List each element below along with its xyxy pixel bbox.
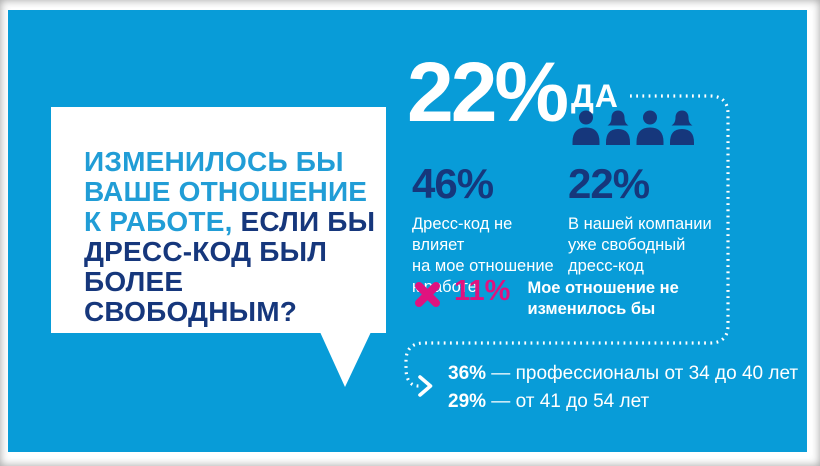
stat-label-line: Мое отношение не [527,279,679,297]
age-label: — профессионалы от 34 до 40 лет [486,363,799,384]
age-breakdown-line: 29% — от 41 до 54 лет [448,388,798,416]
stat-value: 46% [412,160,494,207]
infographic-card: ИЗМЕНИЛОСЬ БЫ ВАШЕ ОТНОШЕНИЕ К РАБОТЕ, Е… [8,10,807,452]
stat-value: 22% [568,160,650,207]
question-text: ИЗМЕНИЛОСЬ БЫ ВАШЕ ОТНОШЕНИЕ К РАБОТЕ, Е… [51,107,386,327]
person-female-icon [606,110,630,145]
stat-label-line: на мое отношение [412,257,554,275]
age-breakdown: 36% — профессионалы от 34 до 40 лет 29% … [448,360,798,416]
age-label: — от 41 до 54 лет [486,391,650,412]
person-male-icon [572,110,600,145]
question-speech-bubble: ИЗМЕНИЛОСЬ БЫ ВАШЕ ОТНОШЕНИЕ К РАБОТЕ, Е… [51,107,386,333]
stat-label-line: изменилось бы [527,300,656,318]
arrow-right-icon [418,375,433,397]
stat-label: В нашей компании уже свободный дресс-код [568,214,718,277]
person-male-icon [636,110,664,145]
stat-label-line: В нашей компании [568,215,712,233]
stat-label-line: Дресс-код не влияет [412,215,513,254]
stat-block-no-change: 11% Мое отношение не изменилось бы [414,276,679,320]
stat-label-line: уже свободный [568,236,686,254]
question-line-5: БОЛЕЕ СВОБОДНЫМ? [84,266,298,327]
headline-percentage: 22% [407,45,569,139]
stat-block-company-free-dress-code: 22% В нашей компании уже свободный дресс… [568,162,718,277]
question-line-2: ВАШЕ ОТНОШЕНИЕ [84,176,368,207]
x-mark-icon [415,282,440,307]
stat-value: 11% [454,275,511,307]
question-line-1: ИЗМЕНИЛОСЬ БЫ [84,146,344,177]
stat-label: Мое отношение не изменилось бы [527,278,678,320]
people-icons-row [571,108,697,145]
age-breakdown-line: 36% — профессионалы от 34 до 40 лет [448,360,798,388]
person-female-icon [670,110,694,145]
stat-label-line: дресс-код [568,257,644,275]
speech-bubble-tail-icon [320,332,371,387]
question-line-3-dark: ЕСЛИ БЫ [232,206,376,237]
question-line-4: ДРЕСС-КОД БЫЛ [84,236,328,267]
age-value: 29% [448,391,487,412]
question-line-3-light: К РАБОТЕ, [84,206,233,237]
headline-answer-label: ДА [571,78,619,114]
age-value: 36% [448,363,487,384]
